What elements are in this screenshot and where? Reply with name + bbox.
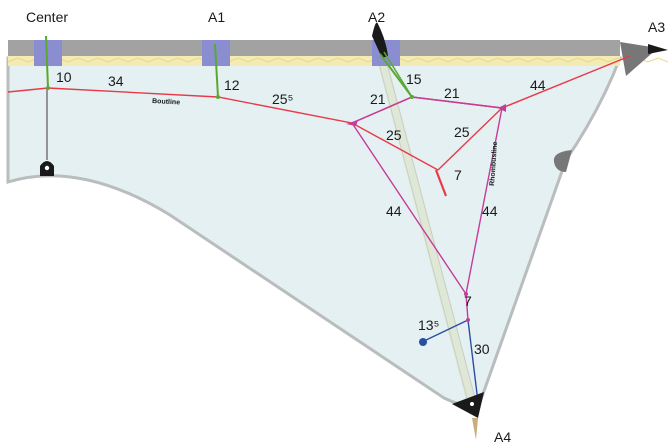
anchor-a3-label: A3 xyxy=(648,19,665,35)
a2-green-line-2 xyxy=(383,51,413,98)
measure-21-left: 21 xyxy=(370,91,386,107)
measure-25-mid: 25 xyxy=(386,127,402,143)
a4-fitting xyxy=(472,418,478,440)
measure-25-sup: 25⁵ xyxy=(272,91,293,107)
center-shackle-hole xyxy=(44,165,50,171)
a2-fitting xyxy=(372,22,388,58)
blue-line-to-a4 xyxy=(467,319,479,403)
node-lower xyxy=(466,318,470,322)
center-bracket xyxy=(34,40,62,66)
measure-44-left: 44 xyxy=(386,203,402,219)
measure-12: 12 xyxy=(224,77,240,93)
top-beam xyxy=(8,40,620,56)
measure-30: 30 xyxy=(474,341,490,357)
blue-handle[interactable] xyxy=(419,338,427,346)
mast-strip xyxy=(376,56,476,400)
anchor-center-label: Center xyxy=(26,9,68,25)
hem-strip xyxy=(8,56,620,66)
node-bottom xyxy=(464,292,468,296)
blue-line-to-handle xyxy=(423,319,469,342)
measure-7-inner: 7 xyxy=(454,167,462,183)
measure-7-bottom: 7 xyxy=(464,293,472,309)
node-a2 xyxy=(410,95,414,99)
node-right-marker xyxy=(498,104,506,112)
red-hook-line xyxy=(434,169,448,197)
a4-corner-plate xyxy=(452,392,484,418)
measure-13-sup: 13⁵ xyxy=(418,317,439,333)
pink-bottom-segment xyxy=(465,293,469,321)
red-inner-line-2 xyxy=(437,107,503,171)
pink-right-diagonal xyxy=(465,107,503,295)
center-green-line xyxy=(45,35,49,89)
side-cleat xyxy=(553,150,572,172)
measure-34: 34 xyxy=(108,73,124,89)
measure-15: 15 xyxy=(406,71,422,87)
rhombus-label: Rhombusline xyxy=(489,141,499,186)
a3-fitting xyxy=(648,44,668,54)
anchor-a4-label: A4 xyxy=(494,429,511,445)
measure-25-inner: 25 xyxy=(454,124,470,140)
anchor-a2-label: A2 xyxy=(368,9,385,25)
mast-line-b xyxy=(384,55,476,399)
a1-green-line xyxy=(214,43,219,98)
a4-plate-hole xyxy=(470,402,474,406)
pink-left-diagonal xyxy=(351,122,467,295)
node-left-marker xyxy=(346,120,358,126)
measure-21-right: 21 xyxy=(444,85,460,101)
red-inner-line xyxy=(351,122,439,171)
measure-44-right: 44 xyxy=(482,203,498,219)
measure-44-top: 44 xyxy=(530,77,546,93)
boltline-label: Boutline xyxy=(152,98,180,106)
hem-zigzag xyxy=(7,57,668,63)
sail-panel xyxy=(6,56,623,410)
measure-10: 10 xyxy=(56,69,72,85)
anchor-a1-label: A1 xyxy=(208,9,225,25)
node-a1 xyxy=(216,95,220,99)
node-center xyxy=(46,86,50,90)
